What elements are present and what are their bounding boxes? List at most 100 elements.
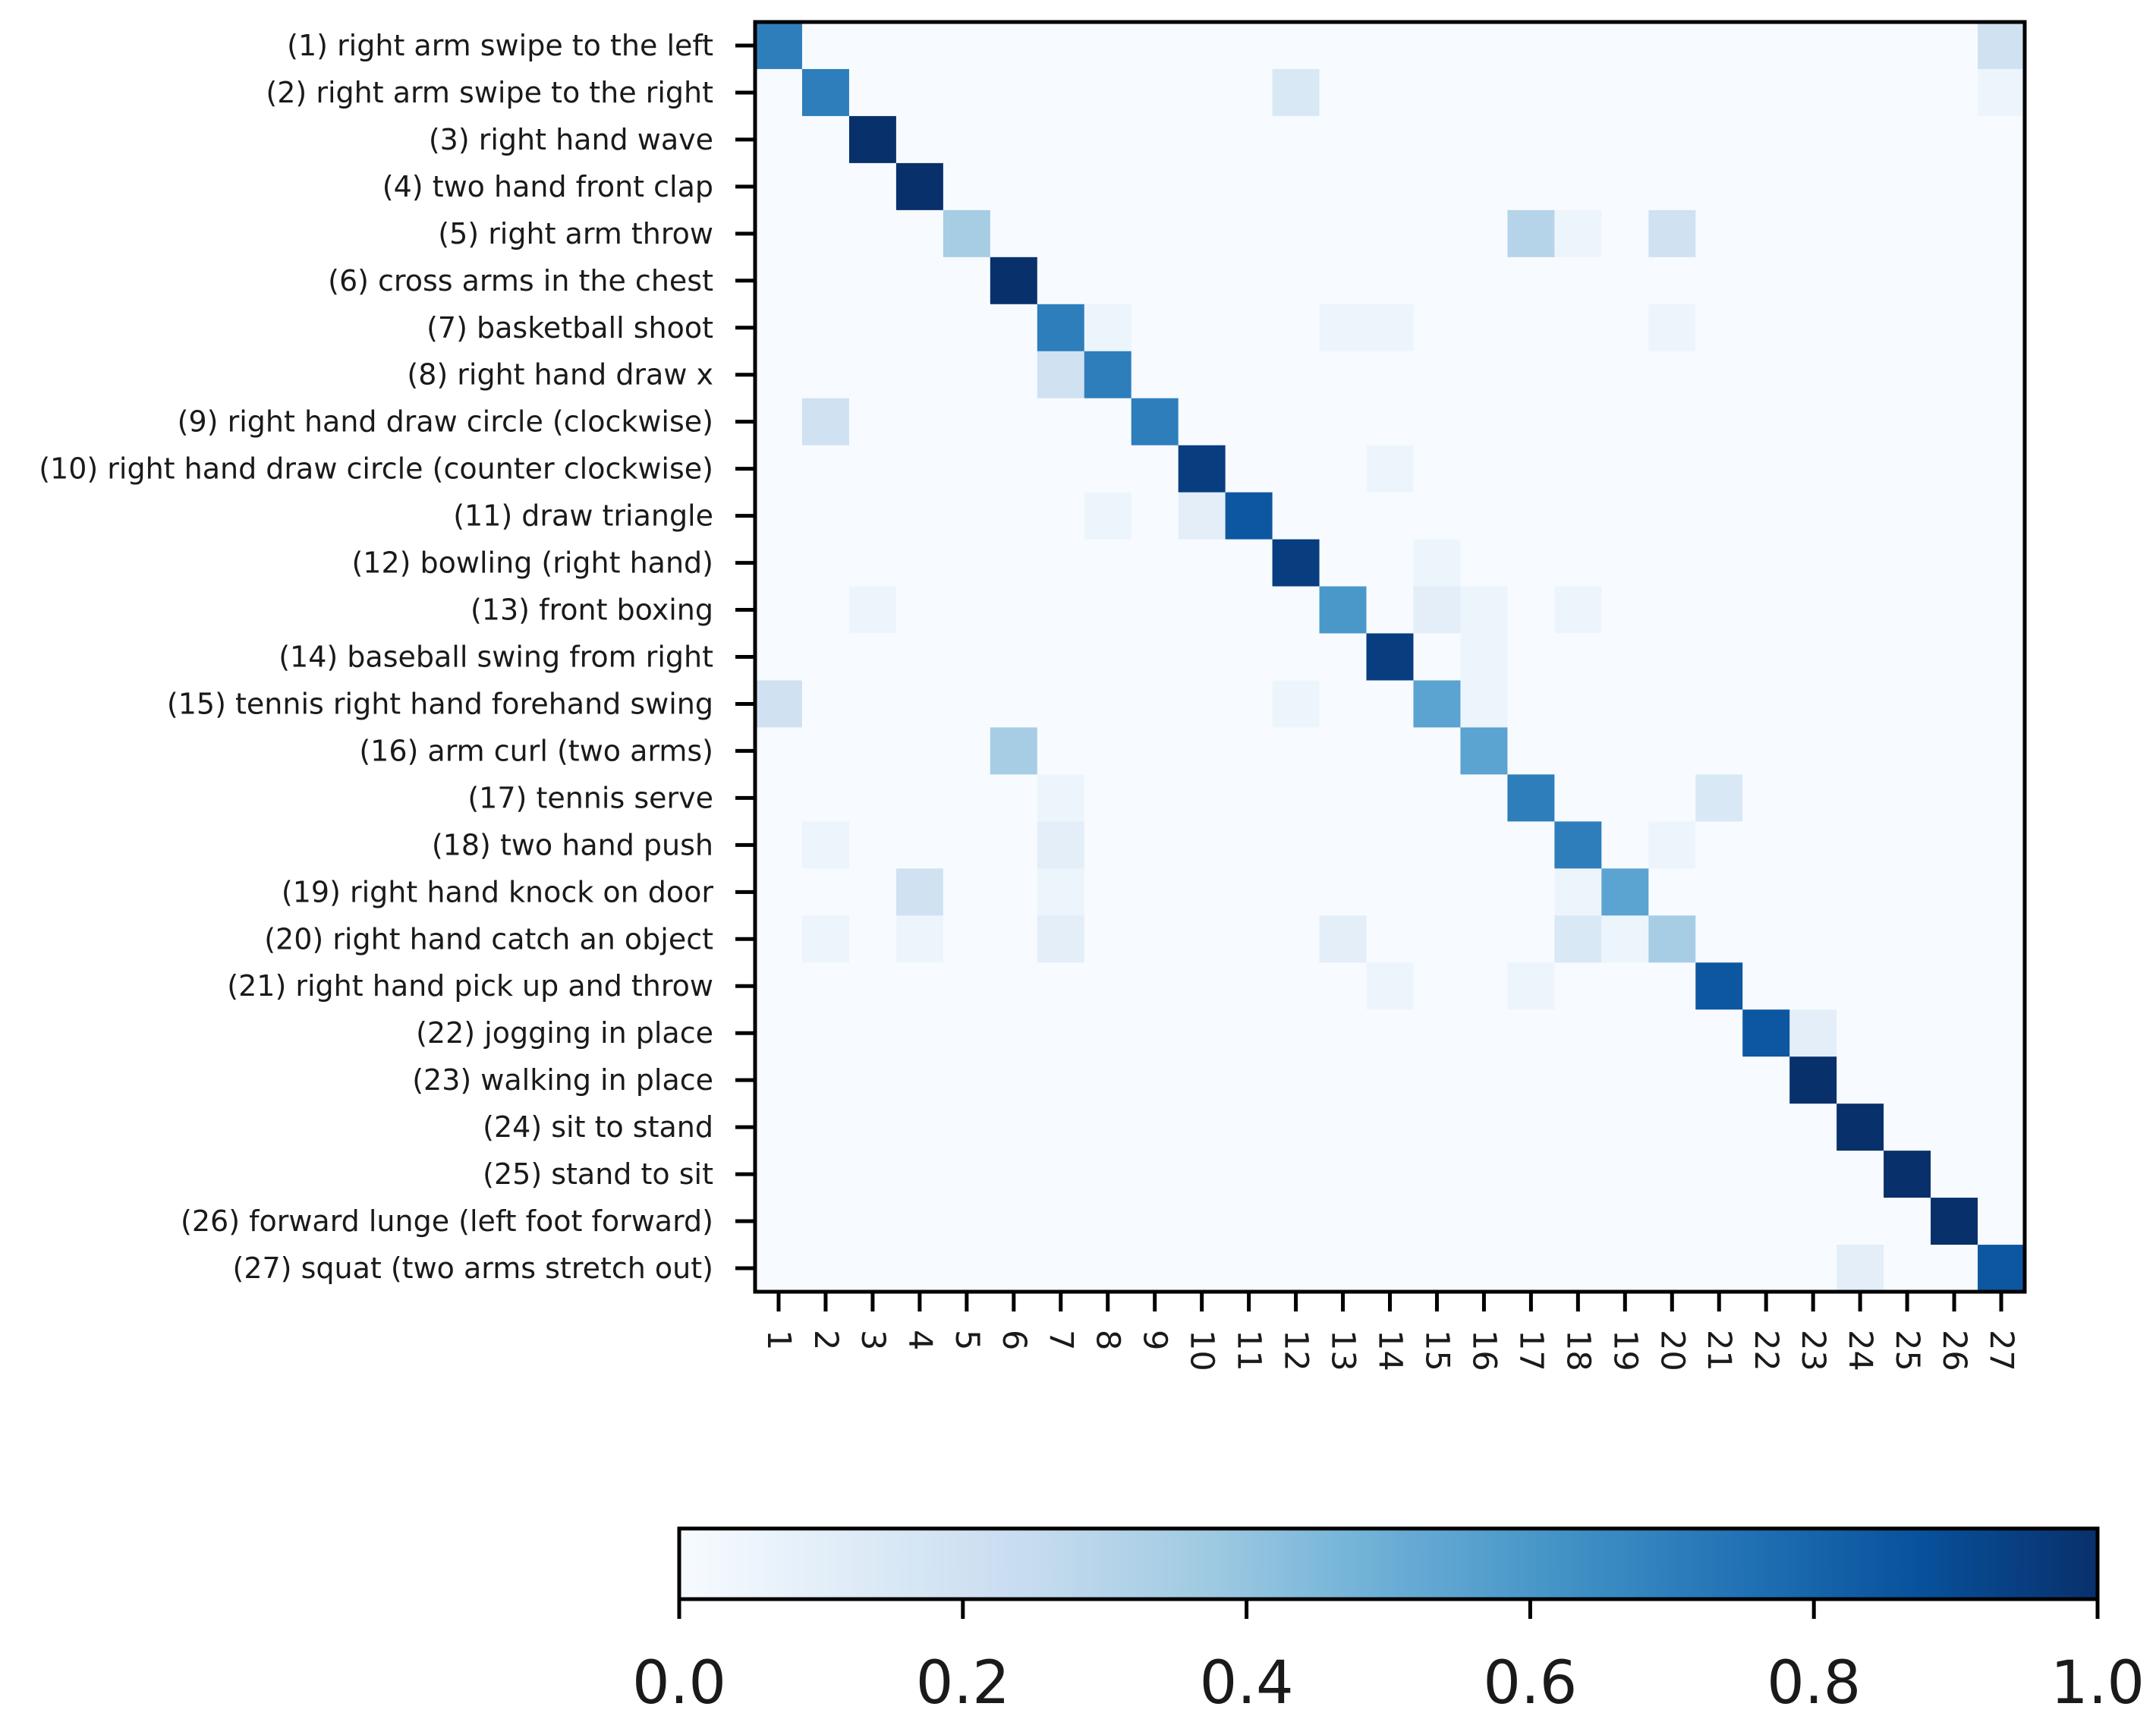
column-label: 18 <box>1559 1330 1597 1371</box>
heatmap-cell-r18-c13 <box>1319 821 1368 869</box>
heatmap-cell-r16-c5 <box>943 727 991 775</box>
heatmap-cell-r27-c3 <box>848 1245 897 1293</box>
heatmap-cell-r14-c20 <box>1648 633 1696 682</box>
heatmap-cell-r20-c9 <box>1131 915 1179 963</box>
heatmap-cell-r7-c24 <box>1837 304 1884 352</box>
heatmap-cell-r4-c2 <box>801 162 850 211</box>
heatmap-cell-r3-c8 <box>1084 115 1132 164</box>
heatmap-cell-r27-c1 <box>755 1245 803 1293</box>
heatmap-cell-r2-c9 <box>1131 68 1179 117</box>
heatmap-cell-r23-c27 <box>1978 1056 2025 1104</box>
heatmap-cell-r23-c5 <box>943 1056 991 1104</box>
heatmap-cell-r18-c18 <box>1554 821 1602 869</box>
heatmap-cell-r27-c11 <box>1225 1245 1273 1293</box>
row-label: (12) bowling (right hand) <box>351 546 713 580</box>
heatmap-cell-r12-c6 <box>990 539 1038 587</box>
heatmap-cell-r1-c24 <box>1837 22 1884 70</box>
heatmap-cell-r23-c18 <box>1554 1056 1602 1104</box>
heatmap-cell-r26-c27 <box>1978 1198 2025 1245</box>
column-label: 19 <box>1606 1330 1644 1371</box>
heatmap-cell-r13-c5 <box>943 586 991 634</box>
heatmap-cell-r23-c25 <box>1884 1056 1931 1104</box>
heatmap-cell-r22-c8 <box>1084 1009 1132 1057</box>
heatmap-cell-r15-c17 <box>1507 680 1555 729</box>
heatmap-cell-r7-c26 <box>1931 304 1978 352</box>
row-label: (25) stand to sit <box>483 1157 713 1191</box>
heatmap-cell-r23-c7 <box>1037 1056 1085 1104</box>
heatmap-cell-r25-c1 <box>755 1151 803 1198</box>
heatmap-cell-r11-c4 <box>895 492 944 540</box>
heatmap-cell-r5-c25 <box>1884 209 1931 258</box>
heatmap-cell-r20-c12 <box>1272 915 1320 963</box>
heatmap-cell-r15-c9 <box>1131 680 1179 729</box>
heatmap-cell-r14-c3 <box>848 633 897 682</box>
heatmap-cell-r1-c26 <box>1931 22 1978 70</box>
heatmap-cell-r24-c18 <box>1554 1104 1602 1151</box>
heatmap-cell-r25-c9 <box>1131 1151 1179 1198</box>
colorbar-tick-label: 1.0 <box>2051 1649 2145 1713</box>
heatmap-cell-r2-c26 <box>1931 68 1978 117</box>
heatmap-cell-r25-c20 <box>1648 1151 1696 1198</box>
heatmap-cell-r27-c16 <box>1460 1245 1508 1293</box>
heatmap-cell-r3-c27 <box>1978 115 2025 164</box>
heatmap-cell-r10-c3 <box>848 445 897 493</box>
heatmap-cell-r2-c17 <box>1507 68 1555 117</box>
heatmap-cell-r14-c18 <box>1554 633 1602 682</box>
heatmap-cell-r8-c12 <box>1272 351 1320 399</box>
heatmap-cell-r14-c11 <box>1225 633 1273 682</box>
heatmap-cell-r24-c2 <box>801 1104 850 1151</box>
heatmap-cell-r15-c2 <box>801 680 850 729</box>
heatmap-cell-r25-c26 <box>1931 1151 1978 1198</box>
heatmap-cell-r19-c18 <box>1554 868 1602 916</box>
heatmap-cell-r24-c1 <box>755 1104 803 1151</box>
heatmap-cell-r22-c13 <box>1319 1009 1368 1057</box>
heatmap-cell-r12-c15 <box>1413 539 1462 587</box>
heatmap-cell-r13-c18 <box>1554 586 1602 634</box>
row-label: (13) front boxing <box>471 594 713 627</box>
heatmap-cell-r21-c11 <box>1225 962 1273 1010</box>
heatmap-cell-r27-c26 <box>1931 1245 1978 1293</box>
heatmap-cell-r19-c1 <box>755 868 803 916</box>
row-label: (18) two hand push <box>432 828 713 861</box>
heatmap-cell-r10-c5 <box>943 445 991 493</box>
heatmap-cell-r21-c7 <box>1037 962 1085 1010</box>
heatmap-cell-r9-c18 <box>1554 398 1602 446</box>
heatmap-cell-r19-c13 <box>1319 868 1368 916</box>
heatmap-cell-r5-c26 <box>1931 209 1978 258</box>
heatmap-cell-r15-c12 <box>1272 680 1320 729</box>
heatmap-cell-r17-c17 <box>1507 774 1555 822</box>
heatmap-cell-r17-c26 <box>1931 774 1978 822</box>
row-label: (17) tennis serve <box>467 781 713 814</box>
heatmap-cell-r1-c15 <box>1413 22 1462 70</box>
heatmap-cell-r5-c6 <box>990 209 1038 258</box>
heatmap-cell-r11-c19 <box>1601 492 1649 540</box>
heatmap-cell-r5-c3 <box>848 209 897 258</box>
heatmap-cell-r12-c2 <box>801 539 850 587</box>
heatmap-cell-r22-c11 <box>1225 1009 1273 1057</box>
heatmap-cell-r14-c19 <box>1601 633 1649 682</box>
heatmap-cell-r18-c26 <box>1931 821 1978 869</box>
heatmap-cell-r1-c25 <box>1884 22 1931 70</box>
heatmap-cell-r12-c12 <box>1272 539 1320 587</box>
heatmap-cell-r22-c21 <box>1695 1009 1743 1057</box>
heatmap-cell-r26-c10 <box>1178 1198 1226 1245</box>
heatmap-cell-r2-c22 <box>1742 68 1790 117</box>
heatmap-cell-r2-c14 <box>1366 68 1415 117</box>
heatmap-cell-r12-c4 <box>895 539 944 587</box>
heatmap-cell-r15-c21 <box>1695 680 1743 729</box>
heatmap-cell-r12-c20 <box>1648 539 1696 587</box>
heatmap-cell-r1-c7 <box>1037 22 1085 70</box>
heatmap-cell-r18-c12 <box>1272 821 1320 869</box>
heatmap-cell-r25-c16 <box>1460 1151 1508 1198</box>
heatmap-cell-r9-c14 <box>1366 398 1415 446</box>
heatmap-cell-r21-c3 <box>848 962 897 1010</box>
heatmap-cell-r17-c12 <box>1272 774 1320 822</box>
heatmap-cell-r19-c8 <box>1084 868 1132 916</box>
heatmap-cell-r11-c20 <box>1648 492 1696 540</box>
heatmap-cell-r16-c18 <box>1554 727 1602 775</box>
heatmap-cell-r26-c18 <box>1554 1198 1602 1245</box>
heatmap-cell-r6-c10 <box>1178 257 1226 305</box>
heatmap-cell-r24-c16 <box>1460 1104 1508 1151</box>
heatmap-cell-r7-c10 <box>1178 304 1226 352</box>
heatmap-cell-r9-c12 <box>1272 398 1320 446</box>
